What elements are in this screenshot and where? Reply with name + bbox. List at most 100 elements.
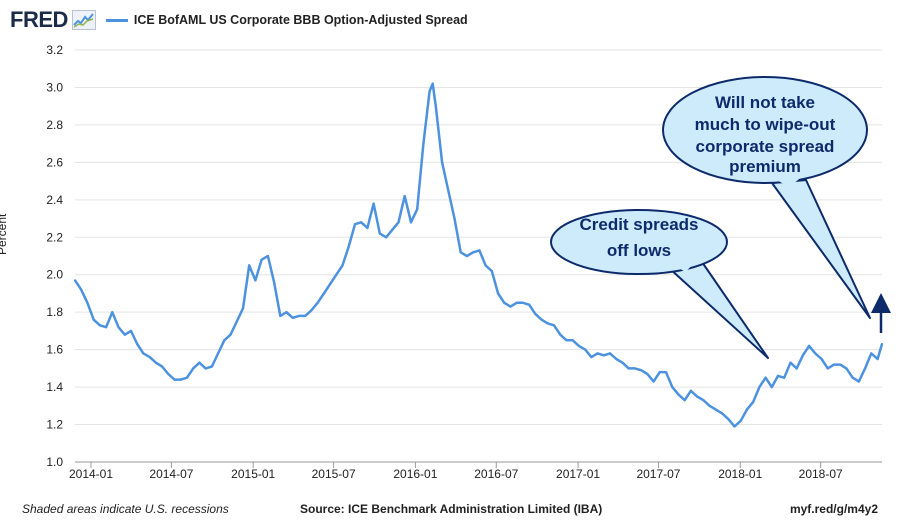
y-tick-label: 1.0 — [46, 455, 63, 469]
data-point — [546, 322, 549, 325]
fred-logo[interactable]: FRED — [10, 7, 68, 32]
x-tick-label: 2018-07 — [799, 467, 843, 481]
data-point — [590, 356, 593, 359]
data-point — [789, 361, 792, 364]
data-point — [739, 419, 742, 422]
data-point — [845, 367, 848, 370]
data-point — [111, 311, 114, 314]
short-url[interactable]: myf.red/g/m4y2 — [789, 502, 878, 516]
data-point — [416, 208, 419, 211]
x-tick-label: 2014-07 — [149, 467, 193, 481]
x-tick-labels: 2014-01 2014-07 2015-01 2015-07 2016-01 2016-… — [69, 467, 843, 481]
data-point — [870, 352, 873, 355]
y-tick-label: 2.8 — [46, 118, 63, 132]
data-point — [646, 372, 649, 376]
y-tick-label: 1.6 — [46, 343, 63, 357]
data-point — [677, 393, 680, 396]
data-point — [515, 301, 518, 304]
y-tick-label: 2.6 — [46, 155, 63, 169]
data-point — [136, 342, 139, 346]
data-point — [260, 258, 263, 261]
data-point — [241, 307, 245, 310]
data-point — [832, 363, 836, 366]
data-point — [602, 354, 605, 357]
callout-text: Will not take — [715, 93, 815, 112]
data-point — [285, 311, 288, 314]
data-point — [105, 326, 108, 329]
data-point — [360, 221, 363, 224]
data-point — [633, 367, 637, 370]
data-point — [403, 194, 406, 198]
legend-swatch — [105, 18, 128, 22]
data-point — [353, 223, 357, 226]
data-point — [702, 399, 705, 402]
data-point — [173, 378, 176, 381]
callout-text: Credit spreads — [579, 215, 698, 234]
data-point — [627, 367, 630, 370]
callout-text: much to wipe-out — [695, 115, 836, 134]
y-tick-label: 1.8 — [46, 305, 63, 319]
data-point — [310, 309, 313, 312]
data-point — [814, 352, 817, 355]
data-point — [565, 339, 568, 342]
data-point — [764, 376, 767, 379]
y-tick-label: 2.4 — [46, 193, 63, 207]
y-axis-label: Percent — [0, 213, 9, 255]
data-point — [776, 374, 780, 377]
data-point — [248, 264, 251, 267]
data-point — [876, 357, 879, 361]
data-point — [478, 249, 481, 252]
data-point — [185, 376, 189, 379]
data-point — [80, 288, 83, 291]
data-point — [434, 105, 437, 108]
data-point — [683, 399, 686, 402]
data-point — [210, 365, 213, 368]
callout-wipe-out-premium: Will not take much to wipe-out corporate s… — [662, 76, 871, 319]
annotation-group: Credit spreads off lows Will not take much … — [550, 76, 891, 359]
x-tick-label: 2018-01 — [718, 467, 762, 481]
x-tick-label: 2015-01 — [231, 467, 275, 481]
data-point — [304, 314, 307, 318]
data-point — [720, 412, 724, 415]
data-point — [621, 361, 624, 364]
data-point — [658, 371, 661, 374]
data-point — [801, 354, 804, 357]
data-point — [733, 425, 736, 428]
data-point — [98, 324, 101, 327]
callout-text: corporate spread — [696, 137, 835, 156]
data-point — [664, 371, 668, 374]
data-point — [839, 363, 842, 366]
data-point — [391, 228, 394, 231]
x-tick-label: 2015-07 — [312, 467, 356, 481]
data-point — [689, 389, 693, 392]
data-point — [727, 417, 730, 421]
data-point — [447, 189, 450, 192]
data-point — [428, 90, 431, 93]
data-point — [521, 301, 525, 304]
data-point — [409, 221, 413, 224]
data-point — [745, 408, 749, 411]
data-point — [440, 161, 444, 164]
data-point — [204, 367, 207, 370]
data-point — [297, 314, 301, 318]
data-point — [758, 385, 761, 389]
data-point — [577, 344, 581, 347]
data-point — [92, 318, 95, 321]
data-point — [752, 400, 755, 404]
callout-credit-spreads: Credit spreads off lows — [550, 209, 769, 359]
data-point — [864, 367, 867, 370]
data-point — [615, 357, 618, 361]
data-point — [117, 326, 120, 329]
callout-bubble — [550, 209, 728, 275]
callout-seam — [672, 258, 699, 272]
data-point — [198, 361, 201, 364]
data-point — [192, 367, 195, 370]
legend: ICE BofAML US Corporate BBB Option-Adjus… — [105, 13, 468, 27]
recession-note: Shaded areas indicate U.S. recessions — [22, 502, 229, 516]
legend-label: ICE BofAML US Corporate BBB Option-Adjus… — [133, 13, 468, 27]
fred-mini-chart-icon — [71, 10, 96, 30]
data-point — [652, 380, 655, 383]
data-point — [714, 408, 717, 411]
data-point — [584, 348, 587, 351]
